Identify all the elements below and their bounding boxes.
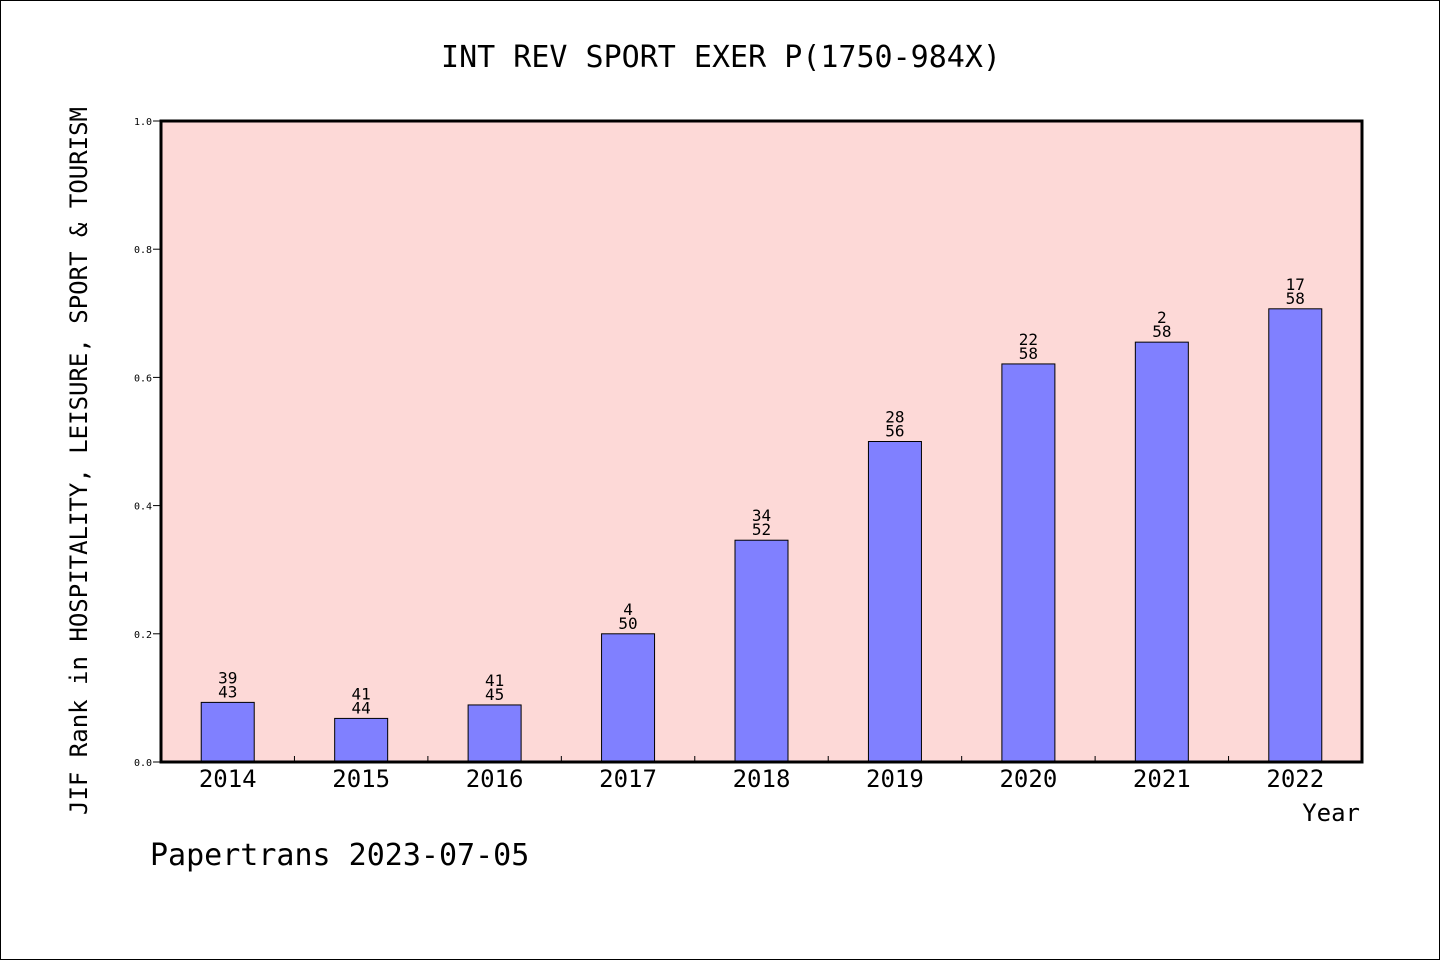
chart-title: INT REV SPORT EXER P(1750-984X) [441,40,1001,75]
y-tick-label: 1.0 [134,117,152,128]
bar-2019 [867,441,922,763]
data-label-total: 56 [885,422,904,441]
x-tick-label: 2015 [332,765,390,793]
plot-border [159,119,1364,764]
x-tick-label: 2021 [1133,765,1191,793]
bar-2021 [1134,341,1189,763]
data-label-rank: 2 [1157,308,1167,327]
data-label-total: 50 [618,614,637,633]
y-ticks: 0.0 0.2 0.4 0.6 0.8 1.0 [134,117,161,769]
bar-2014 [200,701,255,763]
bar-2015 [334,717,389,763]
x-tick-label: 2016 [466,765,524,793]
data-label-rank: 41 [485,671,504,690]
footer-text: Papertrans 2023-07-05 [150,838,529,873]
data-label-total: 52 [752,520,771,539]
data-label-total: 43 [218,682,237,701]
x-tick-label: 2018 [733,765,791,793]
y-tick-label: 0.0 [134,758,152,769]
x-ticks: 2014 2015 2016 2017 2018 2019 2020 2021 2022 [199,756,1324,793]
x-tick-label: 2014 [199,765,257,793]
data-label-total: 58 [1286,289,1305,308]
bar-2020 [1001,363,1056,763]
data-label-total: 58 [1152,322,1171,341]
x-tick-label: 2017 [599,765,657,793]
data-label-rank: 4 [623,600,633,619]
x-tick-label: 2019 [866,765,924,793]
bar-2018 [734,539,789,763]
y-axis-label: JIF Rank in HOSPITALITY, LEISURE, SPORT … [65,107,93,815]
data-label-rank: 28 [885,408,904,427]
bar-2017 [601,633,656,763]
y-tick-label: 0.4 [134,502,152,513]
data-label-total: 58 [1019,344,1038,363]
data-label-total: 45 [485,685,504,704]
bar-2022 [1268,308,1323,763]
x-tick-label: 2022 [1266,765,1324,793]
y-tick-label: 0.2 [134,630,152,641]
data-label-rank: 34 [752,506,771,525]
bars [200,308,1323,763]
x-axis-label: Year [1302,799,1360,827]
data-label-total: 44 [352,698,371,717]
data-label-rank: 17 [1286,275,1305,294]
x-tick-label: 2020 [999,765,1057,793]
bar-2016 [467,704,522,763]
data-label-rank: 41 [352,684,371,703]
data-label-rank: 39 [218,668,237,687]
data-label-rank: 22 [1019,330,1038,349]
y-tick-label: 0.8 [134,245,152,256]
y-tick-label: 0.6 [134,373,152,384]
